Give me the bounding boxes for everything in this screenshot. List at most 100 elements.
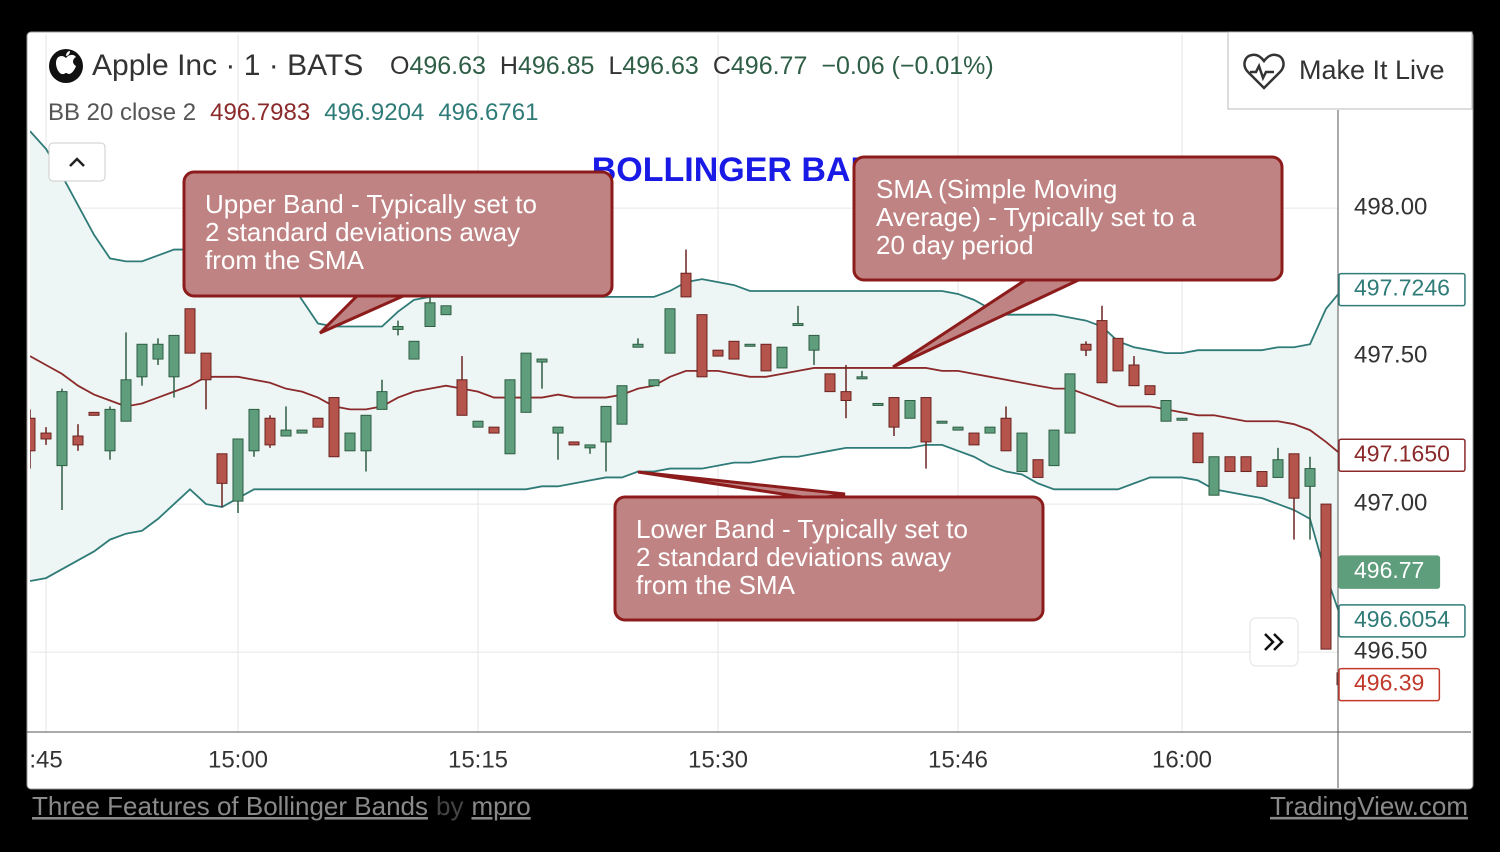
candle-body xyxy=(600,405,612,443)
candle-body xyxy=(408,340,420,360)
candle-body xyxy=(360,414,372,452)
candle-body xyxy=(152,343,164,360)
price-tag: 497.1650 xyxy=(1338,438,1466,473)
band-line xyxy=(30,443,1338,613)
callout-text: from the SMA xyxy=(636,570,796,600)
candle-body xyxy=(1256,471,1268,487)
candle-body xyxy=(936,420,948,424)
candle-body xyxy=(584,444,596,449)
candle-body xyxy=(1160,399,1172,422)
candle-body xyxy=(328,397,340,458)
price-tag: 496.39 xyxy=(1338,667,1441,702)
candle-body xyxy=(1240,456,1252,473)
candle-body xyxy=(504,379,516,455)
price-tag-box xyxy=(1338,272,1466,307)
button-box[interactable] xyxy=(1227,31,1473,110)
y-tick-label: 497.50 xyxy=(1354,341,1427,368)
candle-body xyxy=(456,379,468,416)
double-chevron-icon xyxy=(1264,633,1284,651)
indicator-value: 496.7983 xyxy=(210,99,310,126)
price-tag-label: 497.1650 xyxy=(1354,440,1450,466)
band-line xyxy=(30,355,1338,454)
candle-body xyxy=(472,420,484,428)
ohlc-value: 496.85 xyxy=(518,52,594,80)
candle-body xyxy=(536,358,548,363)
callout-text: Average) - Typically set to a xyxy=(876,202,1196,232)
candle-body xyxy=(648,379,660,387)
candle-body xyxy=(168,334,180,378)
button-label[interactable]: Make It Live xyxy=(1299,55,1445,85)
candle-body xyxy=(440,305,452,316)
candle-body xyxy=(312,417,324,428)
price-tag-box xyxy=(1338,555,1441,589)
callout-text: Lower Band - Typically set to xyxy=(636,514,968,544)
candle-body xyxy=(104,408,116,452)
candle-body xyxy=(1016,432,1028,473)
candle-body xyxy=(1192,432,1204,464)
x-tick-label: 15:46 xyxy=(928,746,988,773)
candle-body xyxy=(728,340,740,360)
candle-body xyxy=(840,391,852,401)
ohlc-key: H xyxy=(500,52,518,80)
button-box[interactable] xyxy=(48,142,106,182)
candle-body xyxy=(1128,364,1140,387)
candle-body xyxy=(872,402,884,406)
x-tick-label: 15:30 xyxy=(688,746,748,773)
footer-credit: Three Features of Bollinger Bands by mpro xyxy=(32,791,531,821)
collapse-button[interactable] xyxy=(48,142,106,182)
candle-body xyxy=(296,429,308,434)
candle-body xyxy=(952,426,964,431)
candle-body xyxy=(1208,456,1220,496)
ohlc-value: 496.63 xyxy=(409,52,485,80)
footer-author-link[interactable]: mpro xyxy=(471,791,530,821)
candle-body xyxy=(616,385,628,425)
candle-body xyxy=(30,417,36,452)
candle-body xyxy=(760,343,772,372)
ohlc-legend: O496.63 H496.85 L496.63 C496.77 −0.06 (−0.01… xyxy=(390,52,994,80)
make-it-live-button[interactable]: Make It Live xyxy=(1227,31,1473,110)
candle-body xyxy=(376,391,388,410)
footer-title-link[interactable]: Three Features of Bollinger Bands xyxy=(32,791,428,821)
price-tag: 497.7246 xyxy=(1338,272,1466,307)
candle-body xyxy=(248,408,260,452)
candle-body xyxy=(776,346,788,369)
ohlc-key: C xyxy=(713,52,731,80)
ohlc-key: L xyxy=(608,52,622,80)
price-tag-box xyxy=(1338,438,1466,473)
candle-body xyxy=(712,349,724,357)
indicator-name: BB 20 close 2 xyxy=(48,99,196,126)
ohlc-value: 496.63 xyxy=(622,52,698,80)
callout-text: Upper Band - Typically set to xyxy=(205,189,537,219)
candle-body xyxy=(856,376,868,380)
candle-body xyxy=(664,308,676,354)
candle-body xyxy=(72,435,84,446)
candle-body xyxy=(424,302,436,328)
callout: SMA (Simple Moving Average) - Typically … xyxy=(852,155,1284,369)
candle-body xyxy=(792,323,804,327)
candle-body xyxy=(920,397,932,443)
x-tick-label: 16:00 xyxy=(1152,746,1212,773)
footer-by: by xyxy=(436,791,463,821)
candle-body xyxy=(696,314,708,378)
candle-body xyxy=(1000,417,1012,452)
symbol: Apple Inc · 1 · BATS xyxy=(92,49,363,82)
apple-icon xyxy=(56,51,76,75)
candle-body xyxy=(1112,337,1124,372)
footer-site-link[interactable]: TradingView.com xyxy=(1270,791,1468,821)
candle-body xyxy=(40,432,52,440)
candle-body xyxy=(200,352,212,381)
band-fill xyxy=(30,131,1338,610)
heart-icon xyxy=(1243,53,1285,90)
candle-body xyxy=(552,426,564,434)
candle-body xyxy=(120,379,132,422)
candle-body xyxy=(1176,417,1188,421)
x-tick-label: 15:00 xyxy=(208,746,268,773)
candle-body xyxy=(968,432,980,446)
callout-text: SMA (Simple Moving xyxy=(876,174,1117,204)
candle-body xyxy=(392,326,404,330)
price-tag: 496.77 xyxy=(1338,555,1441,589)
candle-body xyxy=(232,438,244,502)
candle-body xyxy=(1288,453,1300,499)
callout-text: from the SMA xyxy=(205,245,365,275)
scroll-to-realtime-button[interactable] xyxy=(1249,617,1299,667)
